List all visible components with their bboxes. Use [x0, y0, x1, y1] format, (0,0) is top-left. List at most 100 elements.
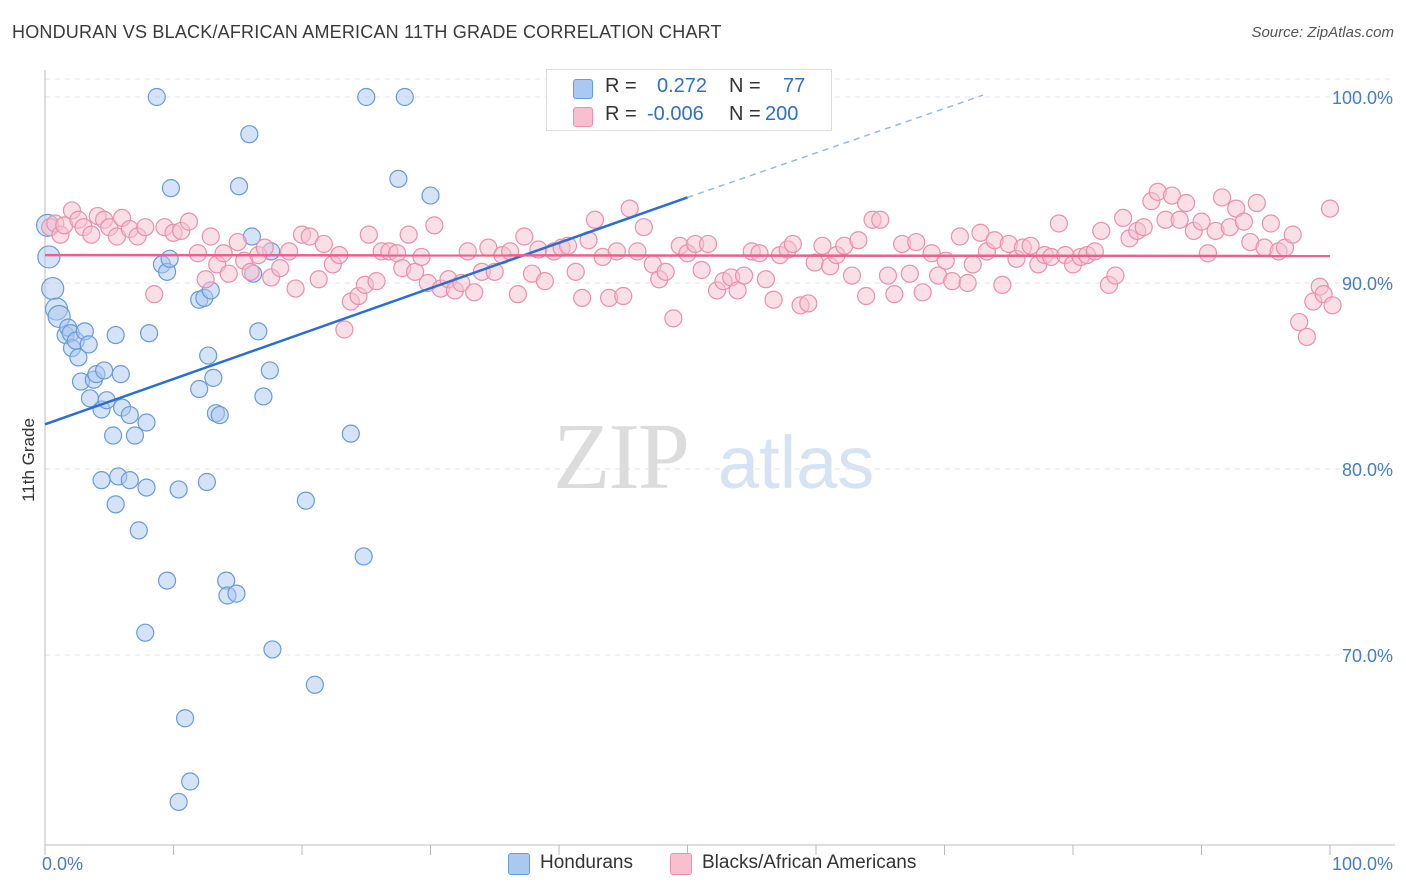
- point-blacks: [756, 270, 775, 289]
- point-blacks: [664, 309, 683, 328]
- point-hondurans: [137, 413, 156, 432]
- point-blacks: [314, 234, 333, 254]
- point-blacks: [1297, 327, 1316, 347]
- point-blacks: [1049, 214, 1068, 233]
- point-blacks: [1234, 212, 1254, 231]
- point-hondurans: [69, 348, 88, 367]
- point-hondurans: [175, 709, 195, 728]
- point-hondurans: [260, 361, 279, 380]
- point-blacks: [465, 283, 484, 302]
- point-blacks: [228, 232, 247, 252]
- gridlines: [45, 78, 1390, 656]
- point-hondurans: [120, 405, 139, 425]
- point-blacks: [535, 272, 554, 291]
- point-blacks: [201, 227, 220, 246]
- point-hondurans: [296, 491, 315, 510]
- point-hondurans: [111, 365, 130, 384]
- y-axis-label: 11th Grade: [19, 418, 38, 502]
- watermark-zip: ZIP: [553, 405, 688, 509]
- point-hondurans: [137, 478, 156, 497]
- point-hondurans: [129, 521, 148, 540]
- point-blacks: [241, 262, 260, 281]
- point-blacks: [958, 273, 977, 293]
- point-hondurans: [161, 179, 181, 198]
- legend-swatch-blacks: [670, 853, 692, 875]
- point-blacks: [764, 290, 783, 309]
- point-blacks: [367, 272, 386, 291]
- point-hondurans: [139, 324, 159, 343]
- legend-n-label: N =: [729, 103, 761, 125]
- point-hondurans: [210, 405, 229, 425]
- point-hondurans: [92, 471, 111, 490]
- point-hondurans: [263, 640, 282, 659]
- point-blacks: [993, 275, 1012, 294]
- point-blacks: [857, 286, 876, 306]
- point-blacks: [842, 266, 862, 285]
- point-hondurans: [106, 325, 125, 345]
- point-blacks: [1283, 225, 1302, 244]
- point-blacks: [1290, 312, 1309, 332]
- point-blacks: [900, 264, 919, 283]
- x-tick-label: 0.0%: [42, 854, 83, 874]
- trend-line-hondurans: [44, 196, 688, 426]
- point-hondurans: [80, 389, 100, 408]
- point-blacks: [692, 260, 711, 280]
- point-blacks: [922, 244, 941, 263]
- point-hondurans: [190, 379, 209, 399]
- point-blacks: [196, 270, 215, 289]
- point-hondurans: [421, 186, 440, 205]
- point-hondurans: [136, 623, 155, 642]
- point-blacks: [309, 270, 328, 289]
- point-blacks: [799, 294, 818, 313]
- y-tick-label: 80.0%: [1342, 460, 1393, 480]
- point-blacks: [950, 227, 970, 246]
- point-blacks: [425, 216, 444, 235]
- legend-swatch-hondurans: [573, 79, 593, 99]
- point-hondurans: [229, 177, 249, 196]
- legend-label-hondurans: Hondurans: [540, 852, 633, 873]
- point-hondurans: [197, 472, 217, 492]
- point-hondurans: [240, 125, 259, 144]
- point-blacks: [508, 285, 527, 304]
- source-label: Source: ZipAtlas.com: [1251, 24, 1394, 41]
- point-blacks: [634, 218, 653, 237]
- point-blacks: [913, 283, 932, 302]
- point-blacks: [1134, 218, 1153, 237]
- point-blacks: [783, 234, 802, 254]
- point-blacks: [1021, 236, 1040, 255]
- point-blacks: [359, 225, 378, 244]
- point-blacks: [1192, 212, 1211, 231]
- point-hondurans: [227, 584, 246, 603]
- point-blacks: [399, 225, 418, 244]
- point-blacks: [1106, 266, 1125, 285]
- point-blacks: [1114, 208, 1133, 227]
- point-blacks: [1176, 193, 1196, 213]
- point-blacks: [1162, 186, 1182, 205]
- point-blacks: [82, 225, 101, 244]
- point-blacks: [1320, 199, 1340, 218]
- point-blacks: [585, 210, 605, 229]
- x-tick-label: 100.0%: [1332, 854, 1393, 874]
- point-blacks: [219, 264, 238, 283]
- point-blacks: [515, 227, 534, 246]
- point-blacks: [849, 231, 868, 250]
- legend-r-label: R =: [605, 75, 637, 97]
- point-blacks: [286, 279, 305, 298]
- trend-line-blacks: [44, 253, 1331, 258]
- point-blacks: [698, 234, 718, 254]
- point-blacks: [871, 210, 890, 229]
- point-hondurans: [41, 276, 65, 301]
- point-blacks: [300, 227, 319, 246]
- y-tick-label: 100.0%: [1332, 88, 1393, 108]
- point-blacks: [1198, 244, 1218, 263]
- point-hondurans: [341, 424, 360, 443]
- point-blacks: [214, 244, 233, 263]
- point-blacks: [573, 288, 592, 307]
- point-blacks: [885, 285, 904, 304]
- point-blacks: [614, 286, 633, 306]
- point-hondurans: [249, 322, 268, 341]
- point-hondurans: [147, 87, 166, 107]
- axes: [44, 70, 1395, 855]
- point-blacks: [1212, 188, 1232, 207]
